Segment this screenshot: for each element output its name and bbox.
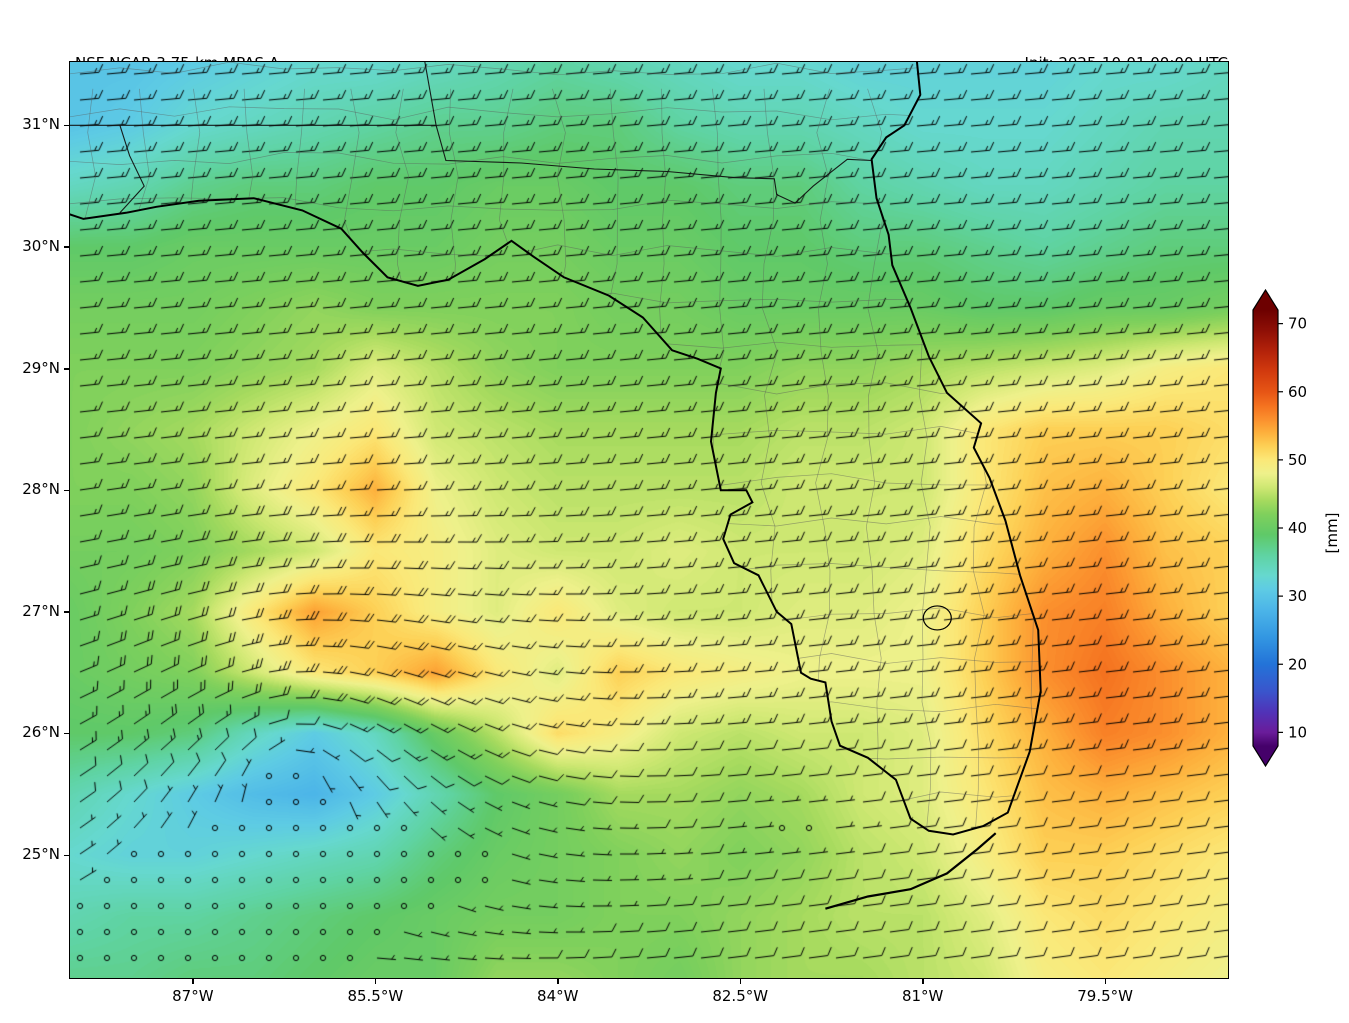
y-tickmark: [64, 854, 70, 857]
x-tick-label: 82.5°W: [712, 987, 769, 1005]
x-tick-label: 85.5°W: [347, 987, 404, 1005]
x-tickmark: [557, 978, 559, 984]
x-tick-label: 79.5°W: [1077, 987, 1133, 1005]
x-tick-label: 81°W: [901, 987, 944, 1005]
county-line: [81, 88, 99, 835]
county-line: [70, 881, 1215, 895]
x-tick-label: 84°W: [537, 987, 579, 1005]
coastline-borders-overlay: [70, 62, 1215, 965]
y-tick-label: 31°N: [22, 115, 60, 134]
county-line: [709, 88, 725, 835]
county-line: [70, 425, 1041, 440]
colorbar-tick-label: 30: [1288, 587, 1307, 605]
county-line: [70, 607, 1041, 623]
county-line: [1129, 89, 1143, 965]
colorbar-tick-label: 70: [1288, 315, 1307, 333]
y-tickmark: [64, 611, 70, 613]
colorbar-units-label: [mm]: [1323, 513, 1341, 554]
county-line: [815, 88, 831, 835]
florida-keys: [825, 832, 997, 910]
county-line: [70, 152, 1041, 165]
county-line: [656, 88, 674, 835]
county-line: [70, 836, 1215, 849]
county-line: [760, 88, 778, 835]
y-tick-label: 26°N: [22, 723, 60, 742]
county-line: [70, 289, 1041, 304]
tpw-wind-field-canvas: [70, 62, 1228, 978]
state-border-fl-ga: [435, 125, 872, 204]
colorbar-bar: [1252, 288, 1279, 768]
county-line: [238, 88, 254, 835]
county-line: [394, 88, 411, 835]
x-tickmark: [922, 978, 924, 984]
county-line: [499, 88, 517, 835]
county-line: [70, 379, 1041, 395]
y-tick-label: 30°N: [22, 236, 60, 255]
colorbar-tick-label: 50: [1288, 451, 1307, 469]
y-tick-label: 29°N: [22, 358, 60, 377]
county-line: [1075, 89, 1090, 965]
county-line: [186, 88, 202, 835]
county-line: [70, 105, 1041, 121]
county-line: [1022, 88, 1040, 835]
x-tick-label: 87°W: [172, 987, 214, 1005]
county-line: [70, 516, 1041, 530]
y-tick-label: 28°N: [22, 480, 60, 499]
county-line: [70, 62, 1041, 76]
y-tickmark: [64, 246, 70, 248]
county-line: [70, 744, 1041, 760]
county-line: [70, 243, 1041, 257]
y-tick-label: 25°N: [22, 845, 60, 864]
map-panel: [70, 62, 1228, 978]
county-line: [448, 88, 464, 835]
coastline: [70, 62, 1042, 836]
y-tick-label: 27°N: [22, 601, 60, 620]
state-border-fl-al: [119, 125, 145, 214]
lake-okeechobee: [922, 605, 952, 631]
county-line: [865, 88, 883, 835]
state-border-al-ga: [424, 62, 437, 126]
county-line: [972, 88, 987, 835]
county-line: [344, 88, 360, 835]
county-boundaries: [70, 62, 1215, 965]
county-line: [552, 88, 568, 835]
colorbar: 10 20 30 40 50 60 70 [mm]: [1252, 288, 1341, 768]
county-line: [70, 334, 1041, 349]
county-line: [290, 88, 308, 835]
county-line: [132, 88, 151, 835]
county-line: [917, 88, 934, 835]
x-tickmark: [374, 978, 377, 984]
y-tickmark: [64, 732, 70, 735]
county-line: [70, 473, 1041, 486]
x-tickmark: [1104, 978, 1107, 984]
y-tickmark: [64, 368, 70, 370]
county-line: [70, 929, 1215, 941]
colorbar-tick-label: 40: [1288, 519, 1307, 537]
county-line: [605, 88, 621, 835]
colorbar-tick-label: 10: [1288, 723, 1307, 741]
y-tickmark: [64, 489, 70, 492]
county-line: [70, 698, 1041, 712]
county-line: [70, 790, 1041, 805]
colorbar-tick-label: 60: [1288, 383, 1307, 401]
county-line: [1180, 89, 1196, 965]
y-tickmark: [64, 124, 70, 127]
colorbar-tick-label: 20: [1288, 655, 1307, 673]
x-tickmark: [739, 978, 742, 984]
x-tickmark: [192, 978, 194, 984]
county-line: [70, 562, 1041, 577]
county-line: [70, 653, 1041, 668]
